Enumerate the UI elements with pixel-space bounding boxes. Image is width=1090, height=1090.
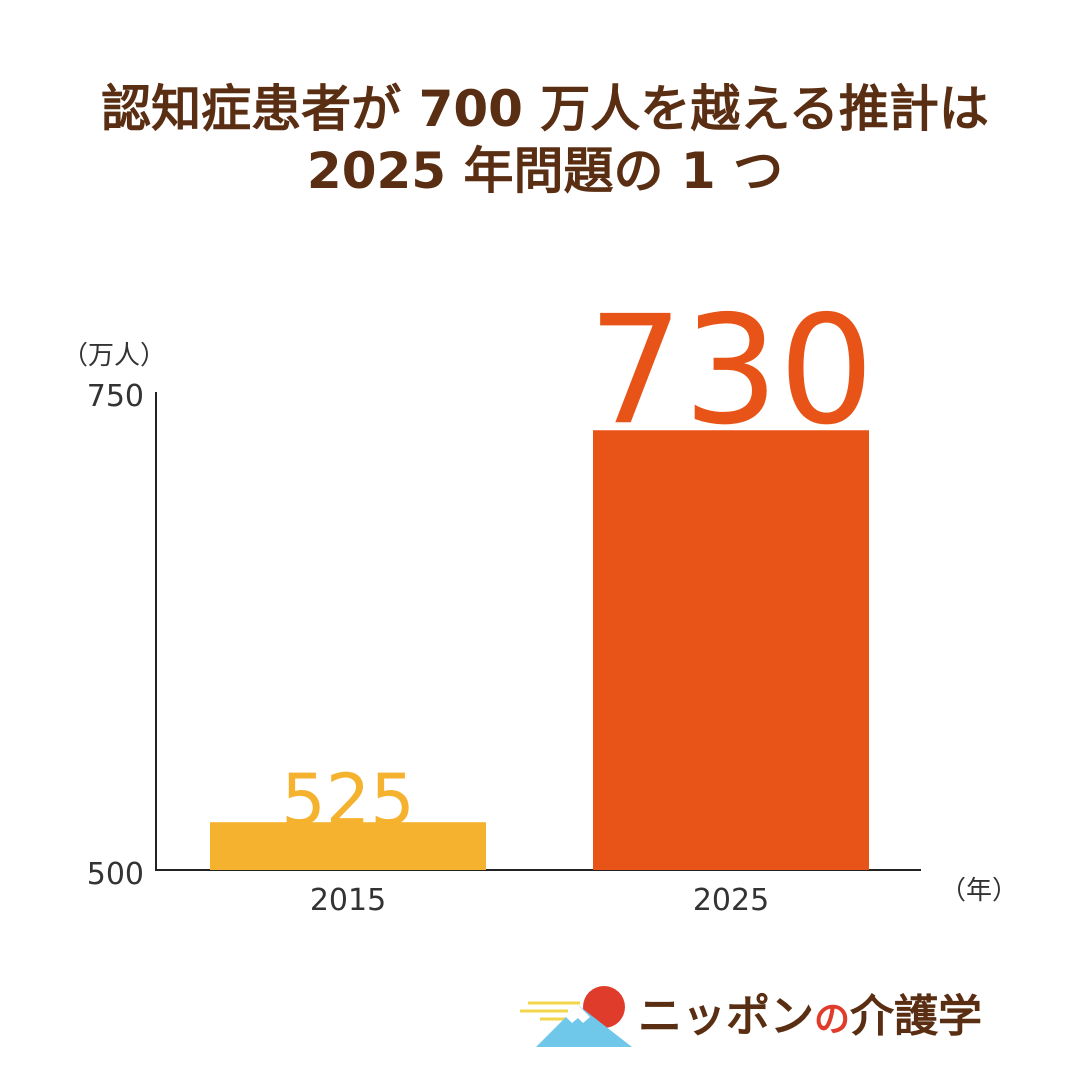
bar-2025 <box>593 430 869 870</box>
x-axis-unit-label: （年） <box>940 876 1018 906</box>
y-tick-label-bottom: 500 <box>87 857 144 892</box>
data-label-2025: 730 <box>588 284 874 458</box>
title-line-1: 認知症患者が 700 万人を越える推計は <box>101 80 989 138</box>
logo-text: ニッポンの介護学 <box>638 991 983 1042</box>
bar-2015 <box>210 822 486 870</box>
x-tick-label-2015: 2015 <box>310 883 386 918</box>
y-axis-unit-label: （万人） <box>62 341 166 371</box>
brand-logo: ニッポンの介護学 <box>520 985 1060 1055</box>
title-line-2: 2025 年問題の 1 つ <box>306 142 784 200</box>
chart-title: 認知症患者が 700 万人を越える推計は 2025 年問題の 1 つ <box>0 78 1090 202</box>
data-label-2015: 525 <box>281 759 415 841</box>
y-tick-label-top: 750 <box>87 379 144 414</box>
x-tick-label-2025: 2025 <box>693 883 769 918</box>
logo-mark-icon <box>520 986 632 1047</box>
